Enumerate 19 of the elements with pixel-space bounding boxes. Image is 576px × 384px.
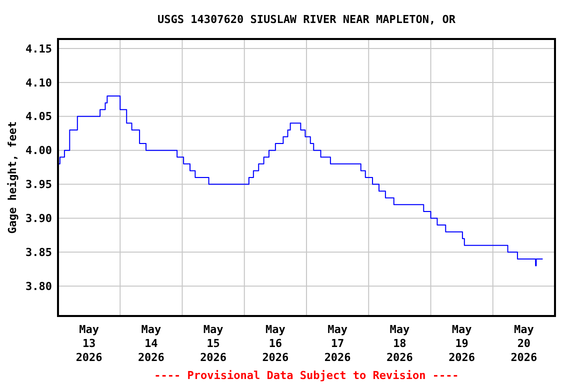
x-tick-label: May 13 2026 <box>76 323 103 364</box>
y-tick-label: 3.95 <box>26 178 52 192</box>
y-tick-label: 3.80 <box>26 280 52 293</box>
chart-title: USGS 14307620 SIUSLAW RIVER NEAR MAPLETON, OR <box>157 13 456 26</box>
y-tick-label: 4.00 <box>26 144 52 158</box>
x-tick-label: May 17 2026 <box>324 323 352 364</box>
y-tick-label: 4.15 <box>26 42 52 56</box>
x-tick-label: May 14 2026 <box>138 323 165 364</box>
y-tick-label: 3.85 <box>26 246 52 260</box>
text: ---- Provisional Data Subject to Revision ---- <box>154 369 459 382</box>
x-tick-label: May 18 2026 <box>386 323 414 364</box>
y-tick-label: 3.90 <box>26 212 52 226</box>
x-tick-label: May 20 2026 <box>510 323 538 364</box>
y-axis-title: Gage height, feet <box>6 121 19 234</box>
y-tick-label: 4.10 <box>26 76 52 90</box>
x-tick-label: May 16 2026 <box>262 323 290 364</box>
y-tick-label: 4.05 <box>26 110 52 124</box>
x-tick-label: May 15 2026 <box>200 323 227 364</box>
x-tick-label: May 19 2026 <box>448 323 476 364</box>
